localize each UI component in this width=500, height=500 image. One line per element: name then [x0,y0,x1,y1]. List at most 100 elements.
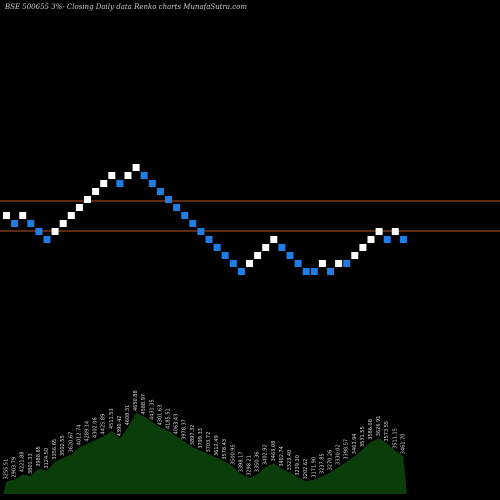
renko-brick-down [278,244,286,251]
renko-brick-down [140,172,148,179]
renko-brick-down [197,228,205,235]
volume-label: 4588.97 [141,394,147,415]
renko-brick-up [375,228,383,235]
volume-label: 3573.55 [384,421,390,442]
volume-label: 4063.43 [174,414,180,435]
volume-label: 3398.17 [238,452,244,473]
renko-brick-down [148,180,156,187]
volume-label: 3402.74 [279,446,285,467]
volume-label: 4425.89 [101,414,107,435]
volume-label: 4221.88 [20,452,26,473]
renko-brick-up [100,180,108,187]
volume-label: 3171.90 [311,457,317,478]
renko-brick-up [391,228,399,235]
renko-brick-down [399,236,407,243]
volume-label: 3398.57 [344,439,350,460]
renko-brick-up [254,252,262,259]
volume-label: 3988.85 [36,446,42,467]
renko-brick-up [367,236,375,243]
volume-label: 3531.55 [360,426,366,447]
renko-brick-down [237,268,245,275]
volume-label: 3578.43 [222,439,228,460]
renko-brick-down [221,252,229,259]
renko-brick-down [189,220,197,227]
renko-brick-down [213,244,221,251]
volume-label: 3330.02 [336,444,342,465]
renko-brick-up [67,212,75,219]
renko-brick-up [59,220,67,227]
volume-label: 4511.53 [109,408,115,429]
volume-label: 4289.14 [85,421,91,442]
volume-label: 3463.94 [352,434,358,455]
volume-label: 3463.08 [271,441,277,462]
renko-brick-up [246,260,253,267]
volume-label: 3270.26 [328,450,334,471]
renko-brick-down [173,204,181,211]
volume-label: 3801.33 [28,453,34,474]
volume-label: 3402.92 [263,444,269,465]
renko-brick-up [335,260,343,267]
renko-brick-up [359,244,367,251]
renko-brick-down [43,236,51,243]
renko-brick-down [181,212,189,219]
renko-brick-up [3,212,10,219]
volume-label: 3799.33 [198,428,204,449]
volume-label: 4185.51 [166,408,172,429]
renko-brick-down [343,260,351,267]
volume-label: 3620.67 [68,432,74,453]
volume-label: 3124.50 [44,448,50,469]
renko-brick-up [75,204,83,211]
renko-brick-up [92,188,100,195]
volume-label: 3461.70 [400,434,406,455]
volume-label: 4431.35 [149,399,155,420]
renko-brick-down [116,180,124,187]
volume-label: 3703.72 [206,432,212,453]
renko-brick-up [19,212,27,219]
volume-label: 3500.95 [230,444,236,465]
volume-label: 2903.79 [12,457,18,478]
volume-label: 3350.36 [255,452,261,473]
renko-brick-up [270,236,278,243]
volume-label: 4608.31 [125,405,131,426]
renko-brick-up [132,164,140,171]
renko-brick-up [351,252,359,259]
volume-label: 3356.65 [52,439,58,460]
renko-brick-up [84,196,91,203]
renko-brick-up [318,260,326,267]
volume-label: 3897.32 [190,425,196,446]
volume-label: 3239.30 [295,455,301,476]
renko-brick-down [327,268,334,275]
volume-label: 3298.21 [247,455,253,476]
renko-brick-down [229,260,237,267]
volume-label: 3255.51 [4,459,10,480]
volume-area [3,413,407,494]
volume-label: 3978.37 [182,419,188,440]
volume-label: 4302.06 [93,417,99,438]
volume-label: 3586.08 [368,419,374,440]
volume-label: 3612.49 [214,435,220,456]
renko-brick-down [165,196,172,203]
renko-brick-down [11,220,19,227]
renko-brick-up [51,228,59,235]
renko-brick-up [262,244,270,251]
renko-brick-down [310,268,318,275]
volume-label: 3323.40 [287,450,293,471]
renko-brick-down [294,260,302,267]
volume-label: 3502.55 [60,435,66,456]
volume-label: 4012.74 [76,425,82,446]
volume-label: 3511.15 [392,428,398,449]
renko-brick-down [35,228,43,235]
renko-brick-down [302,268,310,275]
volume-label: 4390.42 [117,416,123,437]
volume-label: 3626.91 [376,416,382,437]
chart-title: BSE 500655 3%- Closing Daily data Renko … [5,3,248,11]
renko-brick-down [286,252,294,259]
volume-label: 3202.62 [303,459,309,480]
renko-brick-up [124,172,132,179]
volume-label: 4301.63 [157,405,163,426]
renko-brick-up [108,172,116,179]
renko-brick-down [383,236,391,243]
volume-label: 4650.88 [133,390,139,411]
renko-brick-down [27,220,35,227]
